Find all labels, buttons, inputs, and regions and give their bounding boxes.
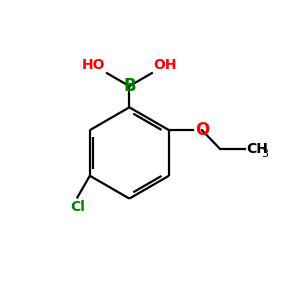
Text: B: B [123, 77, 136, 95]
Text: O: O [195, 121, 210, 139]
Text: 3: 3 [261, 149, 268, 159]
Text: Cl: Cl [70, 200, 85, 214]
Text: CH: CH [246, 142, 268, 156]
Text: HO: HO [82, 58, 106, 72]
Text: OH: OH [153, 58, 177, 72]
